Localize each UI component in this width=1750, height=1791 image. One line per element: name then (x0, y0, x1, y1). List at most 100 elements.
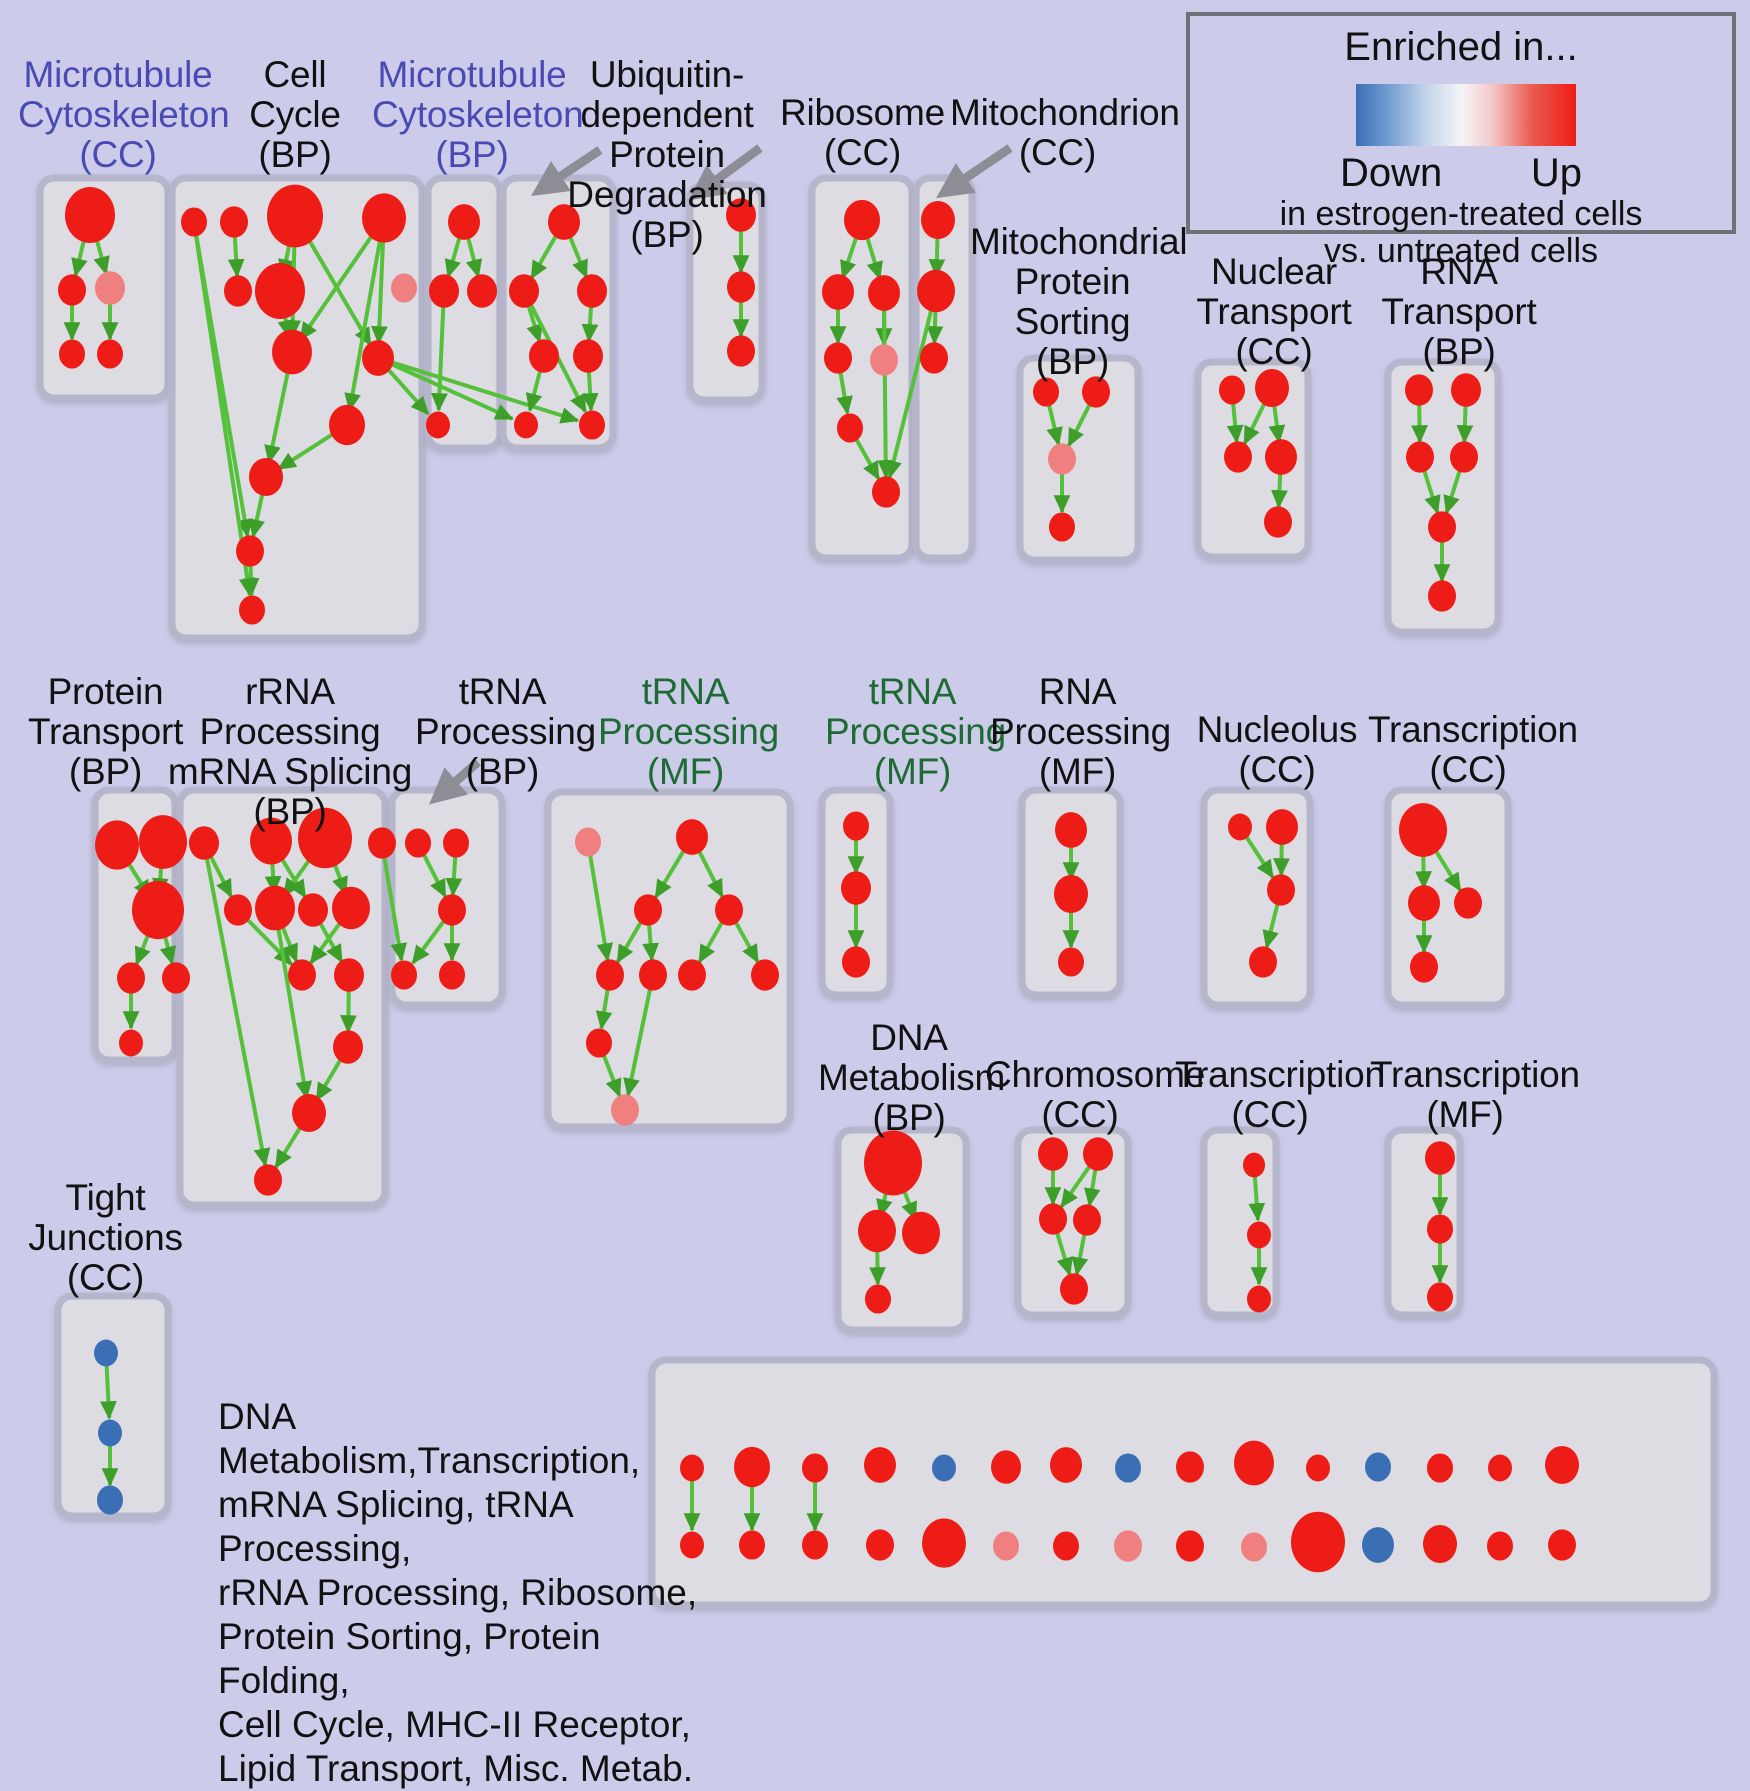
gene-node[interactable] (1266, 809, 1298, 845)
gene-node[interactable] (1264, 506, 1292, 538)
gene-node[interactable] (865, 1284, 891, 1314)
gene-node[interactable] (58, 274, 86, 306)
gene-node[interactable] (1176, 1451, 1204, 1483)
gene-node[interactable] (132, 880, 184, 940)
gene-node[interactable] (734, 1446, 770, 1488)
gene-node[interactable] (858, 1209, 896, 1253)
gene-node[interactable] (680, 1454, 704, 1482)
gene-node[interactable] (802, 1453, 828, 1483)
gene-node[interactable] (676, 819, 708, 855)
gene-node[interactable] (822, 274, 854, 310)
gene-node[interactable] (1247, 1221, 1271, 1249)
gene-node[interactable] (1427, 1214, 1453, 1244)
gene-node[interactable] (249, 457, 283, 497)
gene-node[interactable] (844, 199, 880, 241)
gene-node[interactable] (139, 815, 187, 869)
gene-node[interactable] (1365, 1452, 1391, 1482)
gene-node[interactable] (236, 535, 264, 567)
gene-node[interactable] (727, 271, 755, 303)
gene-node[interactable] (577, 274, 607, 308)
gene-node[interactable] (529, 339, 559, 373)
gene-node[interactable] (1038, 1137, 1068, 1171)
gene-node[interactable] (334, 958, 364, 992)
gene-node[interactable] (98, 1419, 122, 1447)
gene-node[interactable] (611, 1094, 639, 1126)
gene-node[interactable] (1548, 1529, 1576, 1561)
gene-node[interactable] (250, 817, 292, 865)
gene-node[interactable] (429, 274, 459, 308)
gene-node[interactable] (548, 204, 580, 240)
gene-node[interactable] (117, 962, 145, 994)
gene-node[interactable] (368, 827, 396, 859)
gene-node[interactable] (1247, 1285, 1271, 1313)
gene-node[interactable] (1115, 1453, 1141, 1483)
gene-node[interactable] (868, 275, 900, 311)
gene-node[interactable] (1048, 443, 1076, 475)
gene-node[interactable] (298, 807, 352, 869)
gene-node[interactable] (443, 828, 469, 858)
gene-node[interactable] (255, 885, 295, 931)
gene-node[interactable] (467, 274, 497, 308)
gene-node[interactable] (920, 342, 948, 374)
gene-node[interactable] (1362, 1527, 1394, 1563)
gene-node[interactable] (1410, 951, 1438, 983)
gene-node[interactable] (97, 339, 123, 369)
gene-node[interactable] (438, 894, 466, 926)
gene-node[interactable] (239, 595, 265, 625)
gene-node[interactable] (189, 826, 219, 860)
gene-node[interactable] (726, 198, 756, 232)
gene-node[interactable] (872, 476, 900, 508)
gene-node[interactable] (405, 828, 431, 858)
gene-node[interactable] (1054, 874, 1088, 914)
gene-node[interactable] (1427, 1282, 1453, 1312)
gene-node[interactable] (255, 263, 305, 319)
gene-node[interactable] (1082, 376, 1110, 408)
gene-node[interactable] (1033, 377, 1059, 407)
gene-node[interactable] (1039, 1203, 1067, 1235)
gene-node[interactable] (837, 413, 863, 443)
gene-node[interactable] (1083, 1137, 1113, 1171)
gene-node[interactable] (715, 894, 743, 926)
gene-node[interactable] (575, 827, 601, 857)
gene-node[interactable] (1050, 1447, 1082, 1483)
gene-node[interactable] (1405, 374, 1433, 406)
gene-node[interactable] (162, 962, 190, 994)
gene-node[interactable] (864, 1130, 922, 1196)
gene-node[interactable] (864, 1447, 896, 1483)
gene-node[interactable] (181, 207, 207, 237)
gene-node[interactable] (1427, 1453, 1453, 1483)
gene-node[interactable] (1176, 1530, 1204, 1562)
gene-node[interactable] (1408, 885, 1440, 921)
gene-node[interactable] (1399, 803, 1447, 857)
gene-node[interactable] (1306, 1454, 1330, 1482)
gene-node[interactable] (843, 811, 869, 841)
gene-node[interactable] (332, 886, 370, 930)
gene-node[interactable] (1234, 1440, 1274, 1486)
gene-node[interactable] (333, 1030, 363, 1064)
gene-node[interactable] (802, 1530, 828, 1560)
gene-node[interactable] (1451, 373, 1481, 407)
gene-node[interactable] (922, 1518, 966, 1568)
gene-node[interactable] (1545, 1445, 1579, 1485)
gene-node[interactable] (1058, 947, 1084, 977)
gene-node[interactable] (1053, 1531, 1079, 1561)
gene-node[interactable] (1425, 1141, 1455, 1175)
gene-node[interactable] (678, 959, 706, 991)
gene-node[interactable] (1055, 812, 1087, 848)
gene-node[interactable] (932, 1454, 956, 1482)
gene-node[interactable] (727, 335, 755, 367)
gene-node[interactable] (1423, 1524, 1457, 1564)
gene-node[interactable] (639, 959, 667, 991)
gene-node[interactable] (1454, 887, 1482, 919)
gene-node[interactable] (870, 344, 898, 376)
gene-node[interactable] (95, 820, 139, 870)
gene-node[interactable] (95, 271, 125, 305)
gene-node[interactable] (224, 894, 252, 926)
gene-node[interactable] (579, 410, 605, 440)
gene-node[interactable] (65, 187, 115, 243)
gene-node[interactable] (1228, 813, 1252, 841)
gene-node[interactable] (596, 959, 624, 991)
gene-node[interactable] (391, 273, 417, 303)
gene-node[interactable] (1060, 1273, 1088, 1305)
gene-node[interactable] (1428, 580, 1456, 612)
